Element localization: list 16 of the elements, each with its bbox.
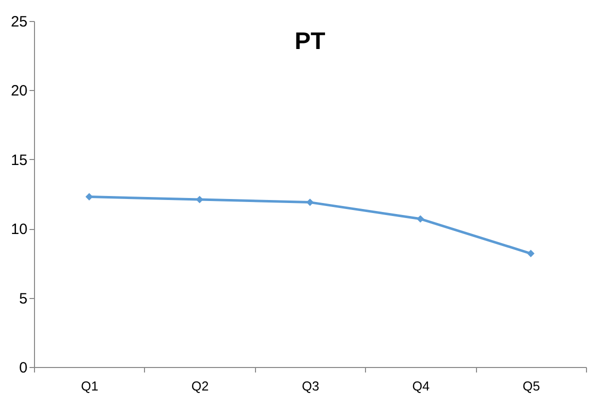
y-tick-label: 25 xyxy=(10,14,28,30)
x-tick-label: Q3 xyxy=(302,378,320,394)
x-tick-label: Q1 xyxy=(81,378,98,394)
point xyxy=(306,198,314,206)
point xyxy=(85,193,93,200)
y-tick-label: 10 xyxy=(10,221,28,238)
y-tick-label: 5 xyxy=(19,290,28,308)
x-tick-label: Q4 xyxy=(412,378,430,394)
point xyxy=(416,215,424,223)
y-tick-label: 20 xyxy=(10,82,28,100)
x-tick-label: Q2 xyxy=(191,378,209,394)
point xyxy=(527,250,535,258)
x-tick-label: Q5 xyxy=(522,378,540,394)
chart-title: PT xyxy=(294,28,326,55)
y-tick-label: 0 xyxy=(19,360,28,376)
y-tick-label: 15 xyxy=(10,152,28,169)
